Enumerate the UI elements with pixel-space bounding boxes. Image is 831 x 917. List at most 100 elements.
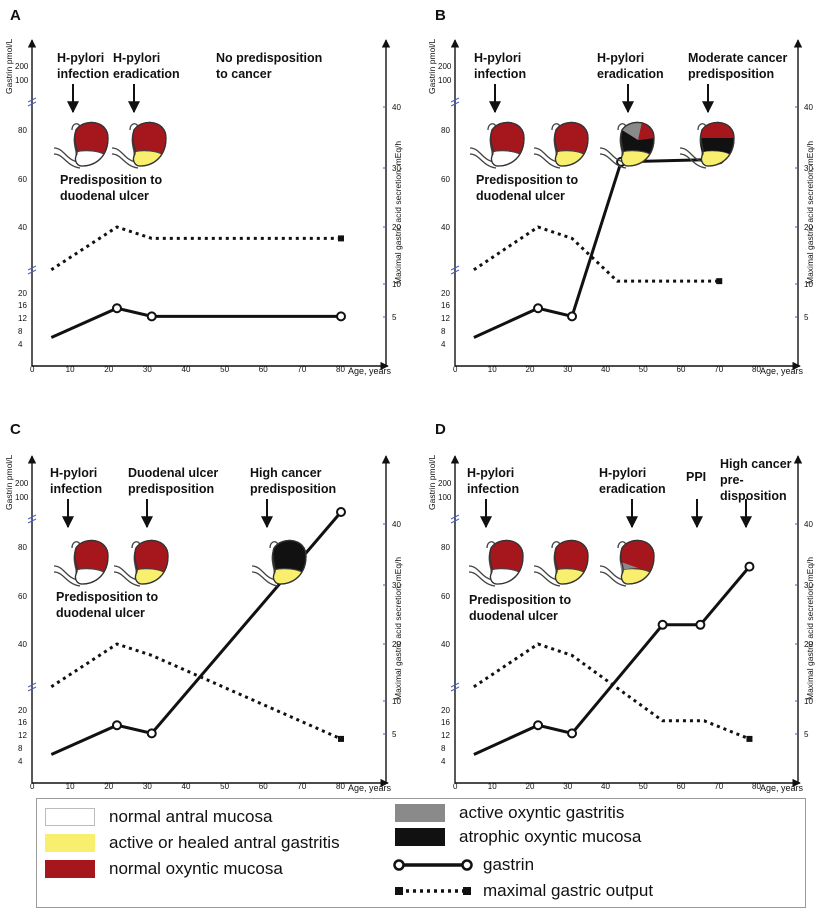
gastric-output-line: [473, 225, 720, 283]
legend-item-antral-gastritis: active or healed antral gastritis: [45, 833, 340, 853]
right-tick-label: 10: [392, 697, 401, 706]
annotation-text: H-pylori eradication: [597, 51, 664, 81]
stomach-antrum: [621, 150, 651, 167]
legend-gastrin-line-icon: [393, 859, 473, 871]
gastrin-point: [533, 720, 544, 731]
left-tick-label: 16: [441, 718, 450, 727]
left-tick-label: 60: [441, 592, 450, 601]
stomach-icon: [53, 121, 109, 169]
right-tick-label: 10: [804, 280, 813, 289]
stomach-icon: [53, 539, 109, 587]
x-tick-label: 80: [752, 365, 761, 374]
x-tick-label: 10: [66, 782, 75, 791]
left-tick-label: 60: [18, 592, 27, 601]
left-tick-label: 60: [18, 175, 27, 184]
annotation-line: infection: [467, 482, 519, 496]
left-tick-label: 12: [18, 731, 27, 740]
annotation-line: Duodenal ulcer: [128, 466, 218, 480]
x-tick-label: 50: [639, 365, 648, 374]
legend-item-normal-antral: normal antral mucosa: [45, 807, 272, 827]
left-tick-label: 8: [18, 744, 23, 753]
right-axis-label: Maximal gastric acid secretion, mEq/h: [805, 557, 815, 700]
x-tick-label: 40: [601, 365, 610, 374]
stomach-icon: [599, 539, 655, 587]
legend-label-normal-antral: normal antral mucosa: [109, 807, 273, 826]
left-tick-label: 40: [18, 640, 27, 649]
axis-break-mark: [450, 265, 460, 271]
left-tick-label: 20: [18, 289, 27, 298]
annotation-line: eradication: [599, 482, 666, 496]
left-tick-label: 8: [441, 327, 446, 336]
axis-break-mark: [27, 269, 37, 275]
legend-label-gastrin: gastrin: [483, 855, 535, 874]
legend-output-line-icon: [395, 887, 471, 895]
left-tick-label: 16: [18, 301, 27, 310]
legend-swatch-antral-gastritis: [45, 834, 95, 852]
right-tick-label: 20: [392, 223, 401, 232]
right-tick-label: 20: [804, 640, 813, 649]
gastrin-point: [533, 303, 544, 314]
annotation-text: Predisposition to duodenal ulcer: [469, 593, 571, 623]
annotation-line: infection: [57, 67, 109, 81]
annotation-text: PPI: [686, 470, 706, 484]
legend-label-output: maximal gastric output: [483, 881, 654, 900]
left-tick-label: 4: [441, 757, 446, 766]
annotation-text: Predisposition to duodenal ulcer: [476, 173, 578, 203]
gastrin-line: [50, 306, 341, 339]
stomach-border: [700, 121, 735, 167]
annotation-text: H-pylori infection: [50, 466, 102, 496]
legend-label-normal-oxyntic: normal oxyntic mucosa: [109, 859, 283, 878]
stomach-icon: [469, 121, 525, 169]
stomach-antrum: [75, 568, 105, 585]
annotation-text: Predisposition to duodenal ulcer: [60, 173, 162, 203]
annotation-line: pre-: [720, 473, 744, 487]
right-tick-label: 30: [804, 581, 813, 590]
left-tick-label: 80: [18, 126, 27, 135]
stomach-border: [554, 121, 589, 167]
stomach-icon: [251, 539, 307, 587]
stomach-antrum: [133, 150, 163, 167]
gastrin-point: [111, 303, 122, 314]
x-tick-label: 20: [526, 365, 535, 374]
annotation-text: H-pylori infection: [474, 51, 526, 81]
stomach-icon: [113, 539, 169, 587]
left-tick-label: 80: [441, 543, 450, 552]
annotation-line: Predisposition to: [56, 590, 158, 604]
panel-a: A Gastrin pmol/L Maximal gastric acid secr…: [4, 7, 403, 376]
annotation-text: H-pylori infection: [57, 51, 109, 81]
stomach-border: [489, 539, 524, 585]
legend-label-antral-gastritis: active or healed antral gastritis: [109, 833, 340, 852]
left-tick-label: 12: [441, 731, 450, 740]
gastric-output-point: [338, 735, 344, 742]
x-tick-label: 10: [66, 365, 75, 374]
left-tick-label: 4: [441, 340, 446, 349]
left-tick-label: 80: [18, 543, 27, 552]
x-tick-label: 70: [297, 782, 306, 791]
legend: normal antral mucosa active or healed an…: [36, 798, 806, 908]
stomach-border: [554, 539, 589, 585]
left-tick-label: 200: [15, 62, 29, 71]
annotation-line: Predisposition to: [469, 593, 571, 607]
panel-letter: D: [435, 421, 446, 438]
right-tick-label: 20: [804, 223, 813, 232]
x-axis-label: Age, years: [348, 783, 392, 793]
x-tick-label: 10: [488, 365, 497, 374]
left-tick-label: 100: [15, 76, 29, 85]
x-tick-label: 40: [601, 782, 610, 791]
left-tick-label: 8: [441, 744, 446, 753]
stomach-border: [134, 539, 169, 585]
axis-break-mark: [27, 265, 37, 271]
legend-item-output: maximal gastric output: [393, 881, 653, 901]
right-tick-label: 30: [804, 164, 813, 173]
left-tick-label: 200: [438, 62, 452, 71]
x-tick-label: 20: [104, 782, 113, 791]
annotation-line: High cancer: [720, 457, 792, 471]
gastrin-line: [50, 511, 343, 756]
stomach-icon: [533, 121, 589, 169]
right-axis-label: Maximal gastric acid secretion, mEq/h: [393, 557, 403, 700]
legend-item-active-oxyntic: active oxyntic gastritis: [395, 803, 624, 823]
left-tick-label: 8: [18, 327, 23, 336]
axis-break-mark: [27, 686, 37, 692]
gastric-output-line: [473, 642, 751, 741]
annotation-line: duodenal ulcer: [469, 609, 558, 623]
